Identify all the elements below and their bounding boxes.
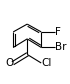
Text: Br: Br <box>55 42 67 52</box>
Text: Cl: Cl <box>41 58 52 68</box>
Text: F: F <box>55 27 61 37</box>
Text: O: O <box>5 58 13 68</box>
